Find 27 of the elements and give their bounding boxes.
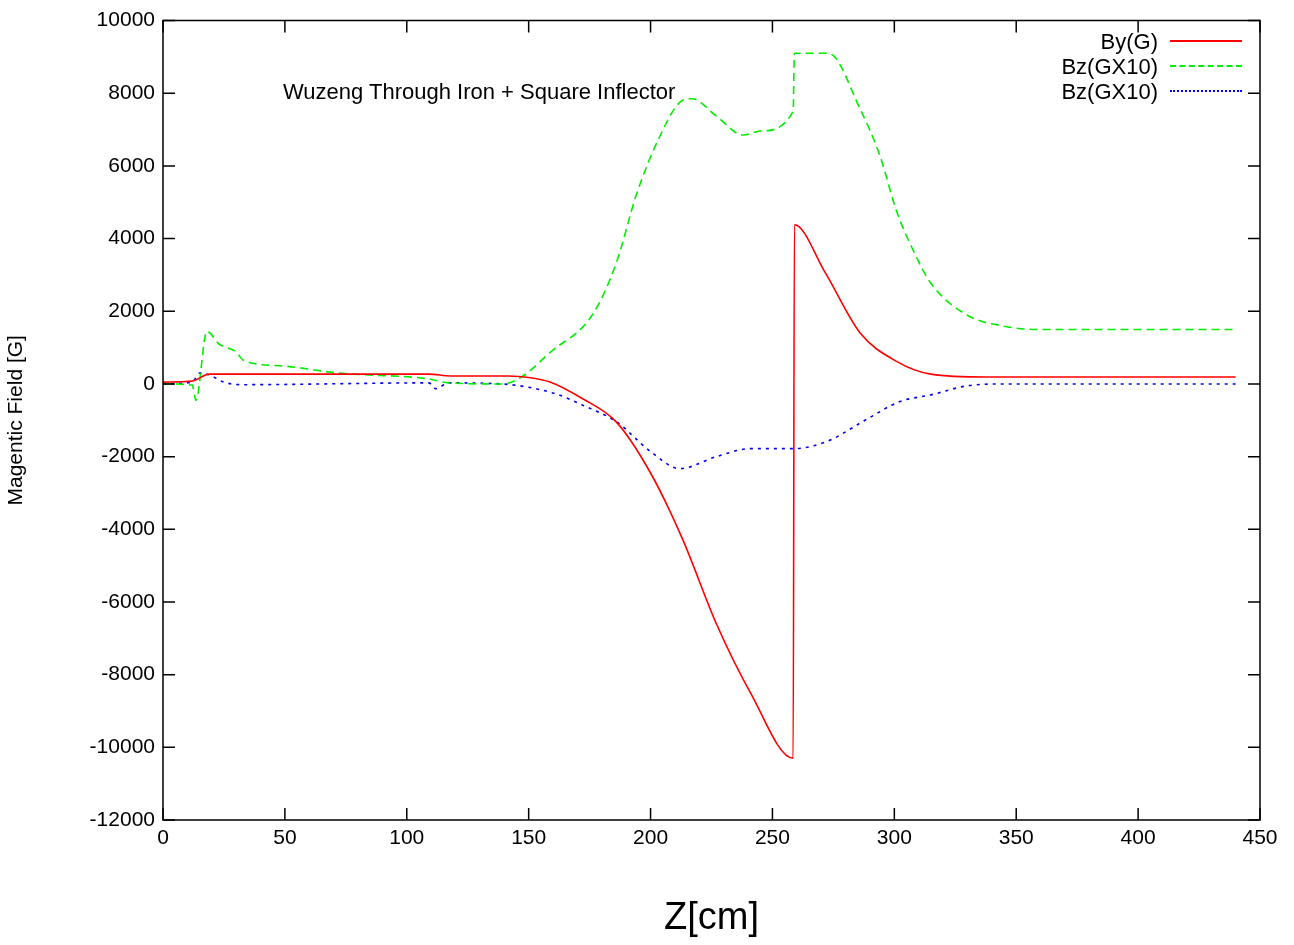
x-tick-label: 150 xyxy=(511,825,547,849)
x-tick-label: 350 xyxy=(998,825,1034,849)
legend-label: By(G) xyxy=(1099,28,1158,54)
legend-label: Bz(GX10) xyxy=(1061,78,1158,104)
y-tick-label: 2000 xyxy=(108,298,155,322)
y-tick-label: -6000 xyxy=(101,588,155,612)
x-axis-title: Z[cm] xyxy=(664,894,759,937)
x-tick-label: 450 xyxy=(1242,825,1278,849)
y-tick-label: 8000 xyxy=(108,80,155,104)
y-tick-label: 6000 xyxy=(108,152,155,176)
y-tick-label: 10000 xyxy=(96,7,155,31)
legend-label: Bz(GX10) xyxy=(1061,53,1158,79)
y-tick-label: 0 xyxy=(143,370,155,394)
x-tick-label: 100 xyxy=(389,825,425,849)
annotation: Wuzeng Through Iron + Square Inflector xyxy=(283,78,676,104)
y-tick-label: -2000 xyxy=(101,443,155,467)
x-tick-label: 400 xyxy=(1120,825,1156,849)
y-tick-label: -4000 xyxy=(101,516,155,540)
y-tick-label: 4000 xyxy=(108,225,155,249)
x-tick-label: 300 xyxy=(876,825,912,849)
y-tick-label: -8000 xyxy=(101,661,155,685)
y-tick-label: -12000 xyxy=(89,806,155,830)
y-axis-title: Magentic Field [G] xyxy=(3,335,27,506)
y-tick-label: -10000 xyxy=(89,734,155,758)
x-tick-label: 250 xyxy=(754,825,790,849)
x-tick-label: 200 xyxy=(633,825,669,849)
x-tick-label: 50 xyxy=(273,825,297,849)
